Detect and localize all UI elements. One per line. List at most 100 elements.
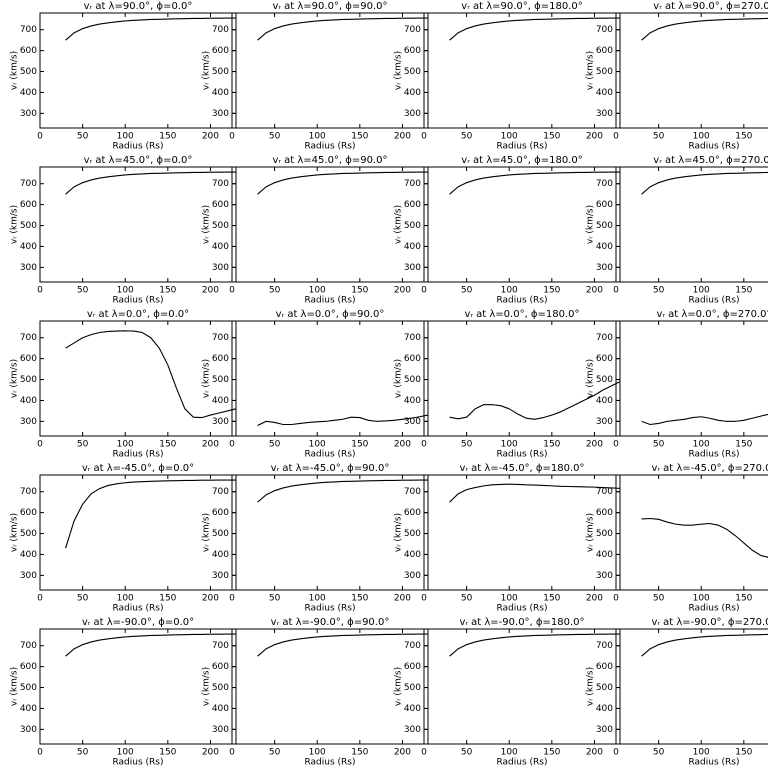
chart-title: vᵣ at λ=45.0°, ϕ=180.0° <box>461 155 582 166</box>
x-axis-label: Radius (Rs) <box>304 142 355 152</box>
y-tick-label: 700 <box>20 25 37 35</box>
y-axis-label: vᵣ (km/s) <box>10 513 20 552</box>
y-tick-label: 300 <box>596 725 613 735</box>
x-tick-label: 100 <box>309 748 326 758</box>
y-tick-label: 600 <box>212 508 229 518</box>
y-axis-label: vᵣ (km/s) <box>202 667 212 706</box>
x-tick-label: 0 <box>613 286 619 296</box>
x-tick-label: 100 <box>501 132 518 142</box>
chart-title: vᵣ at λ=45.0°, ϕ=90.0° <box>272 155 387 166</box>
y-tick-label: 600 <box>20 46 37 56</box>
x-tick-label: 100 <box>309 132 326 142</box>
y-tick-label: 300 <box>20 417 37 427</box>
chart-title: vᵣ at λ=45.0°, ϕ=270.0° <box>653 155 768 166</box>
y-tick-label: 600 <box>404 662 421 672</box>
data-line <box>257 414 429 427</box>
y-tick-label: 600 <box>20 354 37 364</box>
x-tick-label: 100 <box>309 286 326 296</box>
y-tick-label: 400 <box>404 396 421 406</box>
plot-frame <box>231 320 429 437</box>
y-tick-label: 300 <box>212 417 229 427</box>
y-tick-label: 600 <box>404 508 421 518</box>
chart-panel: vᵣ at λ=-45.0°, ϕ=180.0° 0 50 100 150 200 300 4… <box>394 463 621 614</box>
y-axis-label: vᵣ (km/s) <box>586 667 596 706</box>
x-tick-label: 200 <box>202 748 219 758</box>
y-tick-label: 600 <box>212 200 229 210</box>
x-tick-label: 100 <box>501 286 518 296</box>
chart-panel: vᵣ at λ=0.0°, ϕ=90.0° 0 50 100 150 200 300 400 5… <box>202 309 429 460</box>
x-axis-label: Radius (Rs) <box>112 604 163 614</box>
x-tick-label: 150 <box>735 594 752 604</box>
y-tick-label: 600 <box>404 200 421 210</box>
y-tick-label: 300 <box>596 263 613 273</box>
y-tick-label: 600 <box>596 508 613 518</box>
y-tick-label: 700 <box>596 641 613 651</box>
y-tick-label: 400 <box>596 88 613 98</box>
plot-frame <box>423 628 621 745</box>
x-tick-label: 0 <box>613 748 619 758</box>
y-tick-label: 500 <box>212 67 229 77</box>
plot-frame <box>615 166 768 283</box>
y-tick-label: 700 <box>212 179 229 189</box>
x-tick-label: 150 <box>543 440 560 450</box>
y-axis-label: vᵣ (km/s) <box>394 667 404 706</box>
x-tick-label: 100 <box>117 594 134 604</box>
x-tick-label: 0 <box>421 286 427 296</box>
x-axis-label: Radius (Rs) <box>112 296 163 306</box>
x-axis-label: Radius (Rs) <box>496 604 547 614</box>
x-tick-label: 0 <box>37 132 43 142</box>
data-line <box>65 633 236 657</box>
y-tick-label: 700 <box>596 25 613 35</box>
x-tick-label: 200 <box>586 440 603 450</box>
y-tick-label: 300 <box>20 571 37 581</box>
x-tick-label: 0 <box>613 594 619 604</box>
x-tick-label: 50 <box>269 748 281 758</box>
chart-panel: vᵣ at λ=-90.0°, ϕ=0.0° 0 50 100 150 200 300 400… <box>10 617 237 768</box>
y-tick-label: 400 <box>20 88 37 98</box>
y-tick-label: 400 <box>596 396 613 406</box>
x-tick-label: 50 <box>461 594 473 604</box>
x-tick-label: 150 <box>351 286 368 296</box>
plot-frame <box>615 474 768 591</box>
x-axis-label: Radius (Rs) <box>688 296 739 306</box>
plot-frame <box>231 474 429 591</box>
y-axis-label: vᵣ (km/s) <box>202 205 212 244</box>
x-tick-label: 150 <box>351 748 368 758</box>
x-tick-label: 100 <box>501 594 518 604</box>
y-tick-label: 400 <box>20 550 37 560</box>
y-tick-label: 500 <box>212 375 229 385</box>
y-tick-label: 600 <box>596 46 613 56</box>
y-tick-label: 400 <box>596 704 613 714</box>
y-tick-label: 300 <box>20 109 37 119</box>
x-tick-label: 100 <box>117 440 134 450</box>
x-tick-label: 0 <box>37 440 43 450</box>
y-tick-label: 600 <box>404 354 421 364</box>
y-tick-label: 300 <box>596 571 613 581</box>
y-tick-label: 700 <box>596 333 613 343</box>
data-line <box>65 171 236 195</box>
x-tick-label: 0 <box>613 440 619 450</box>
chart-title: vᵣ at λ=0.0°, ϕ=180.0° <box>464 309 579 320</box>
x-tick-label: 100 <box>117 748 134 758</box>
x-tick-label: 0 <box>421 440 427 450</box>
chart-panel: vᵣ at λ=0.0°, ϕ=270.0° 0 50 100 150 200 300 400… <box>586 309 768 460</box>
chart-panel: vᵣ at λ=0.0°, ϕ=0.0° 0 50 100 150 200 300 400 50… <box>10 309 237 460</box>
y-tick-label: 300 <box>404 109 421 119</box>
y-tick-label: 700 <box>596 179 613 189</box>
y-axis-label: vᵣ (km/s) <box>586 51 596 90</box>
plot-frame <box>423 166 621 283</box>
data-line <box>65 17 236 41</box>
y-tick-label: 300 <box>212 725 229 735</box>
chart-title: vᵣ at λ=-90.0°, ϕ=270.0° <box>651 617 768 628</box>
y-tick-label: 500 <box>212 529 229 539</box>
y-tick-label: 400 <box>20 242 37 252</box>
data-line <box>257 633 428 657</box>
x-tick-label: 200 <box>394 132 411 142</box>
x-tick-label: 0 <box>37 594 43 604</box>
x-tick-label: 100 <box>693 440 710 450</box>
chart-panel: vᵣ at λ=90.0°, ϕ=90.0° 0 50 100 150 200 300 400… <box>202 1 429 152</box>
plot-frame <box>39 474 237 591</box>
plot-frame <box>231 166 429 283</box>
chart-panel: vᵣ at λ=-45.0°, ϕ=90.0° 0 50 100 150 200 300 40… <box>202 463 429 614</box>
